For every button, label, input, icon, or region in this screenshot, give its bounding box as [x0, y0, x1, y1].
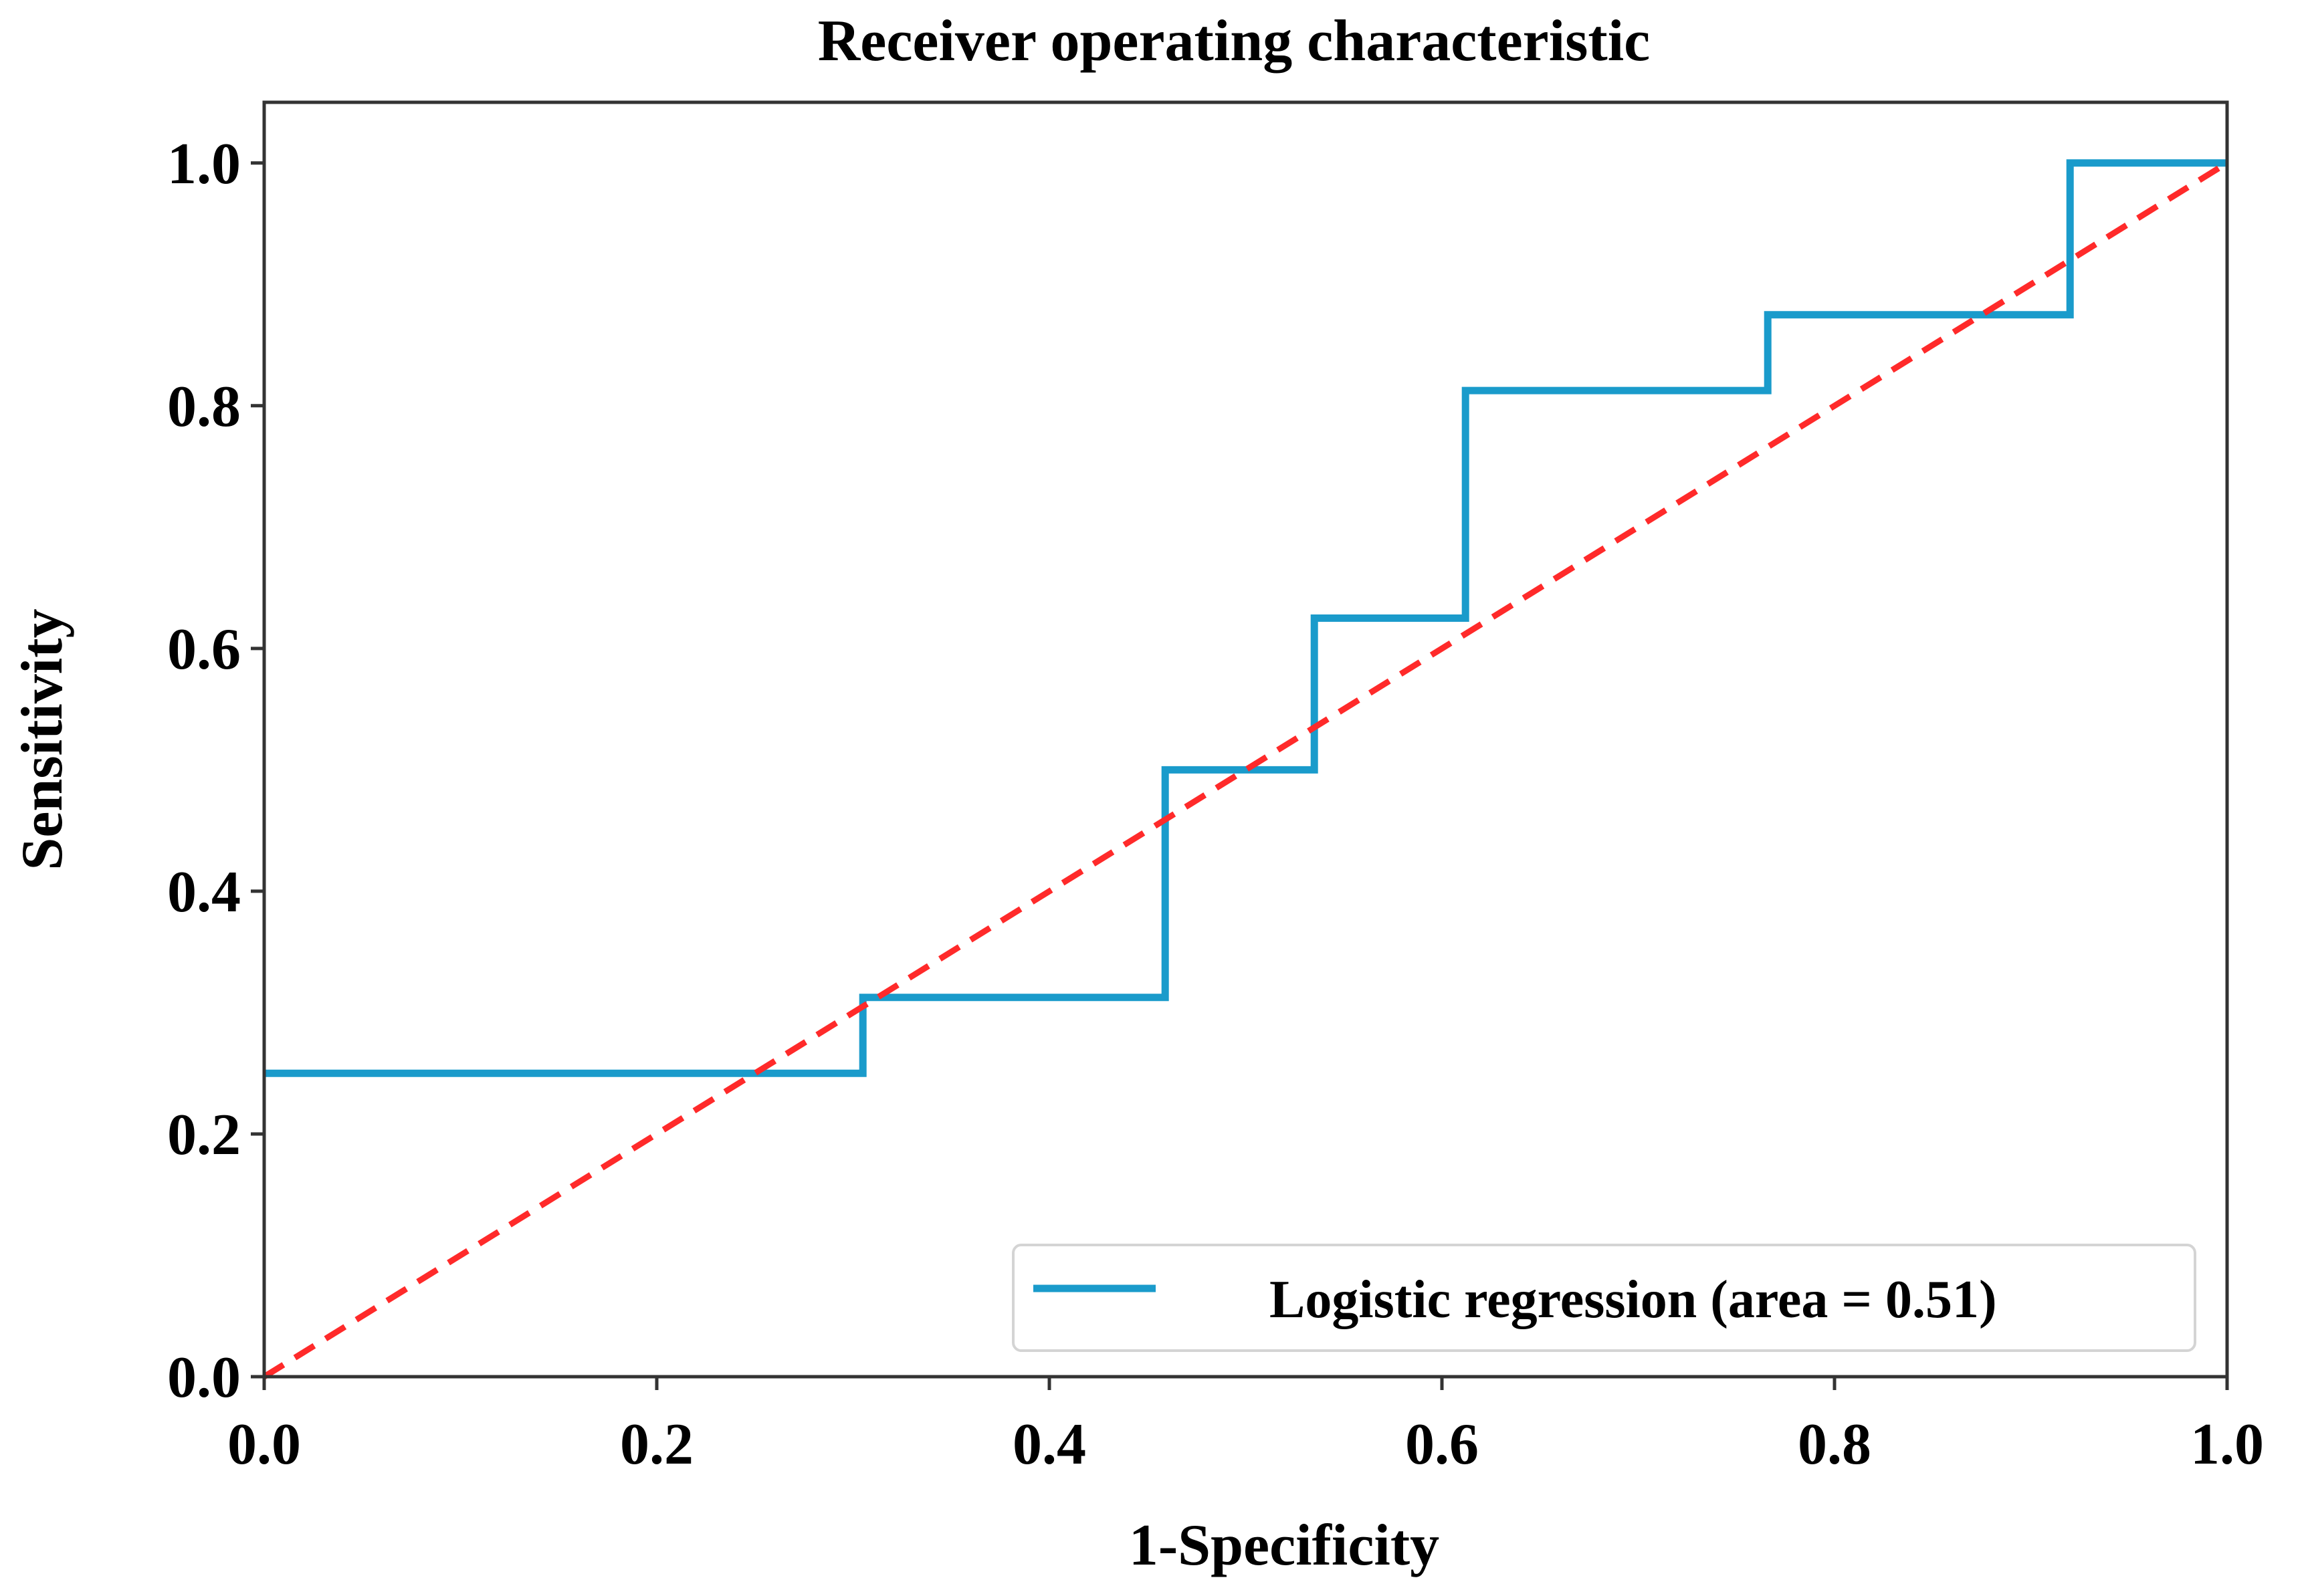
x-tick-label: 0.4 [1013, 1412, 1086, 1477]
chart-title: Receiver operating characteristic [818, 9, 1651, 74]
legend-label-roc-curve: Logistic regression (area = 0.51) [1269, 1270, 1997, 1329]
y-tick-label: 1.0 [167, 132, 241, 197]
plot-frame [262, 100, 2229, 1379]
roc-curve [264, 159, 2227, 1077]
legend-box [1012, 1244, 2196, 1352]
x-tick-label: 0.8 [1798, 1412, 1871, 1477]
x-tick-label: 0.6 [1405, 1412, 1479, 1477]
x-tick-label: 1.0 [2190, 1412, 2264, 1477]
y-tick-label: 0.8 [167, 374, 241, 439]
x-axis: 0.0 0.2 0.4 0.6 0.8 1.0 [227, 1377, 2264, 1477]
y-axis-label: Sensitivity [10, 608, 75, 870]
x-tick-label: 0.2 [620, 1412, 694, 1477]
y-tick-label: 0.2 [167, 1103, 241, 1167]
legend: Logistic regression (area = 0.51) [1012, 1244, 2196, 1352]
series-layer [262, 159, 2229, 1379]
x-axis-label: 1-Specificity [1129, 1513, 1439, 1578]
y-tick-label: 0.4 [167, 860, 241, 925]
chance-line [262, 160, 2229, 1379]
x-tick-label: 0.0 [227, 1412, 301, 1477]
y-axis: 0.0 0.2 0.4 0.6 0.8 1.0 [167, 132, 264, 1410]
y-tick-label: 0.6 [167, 617, 241, 682]
y-tick-label: 0.0 [167, 1345, 241, 1410]
